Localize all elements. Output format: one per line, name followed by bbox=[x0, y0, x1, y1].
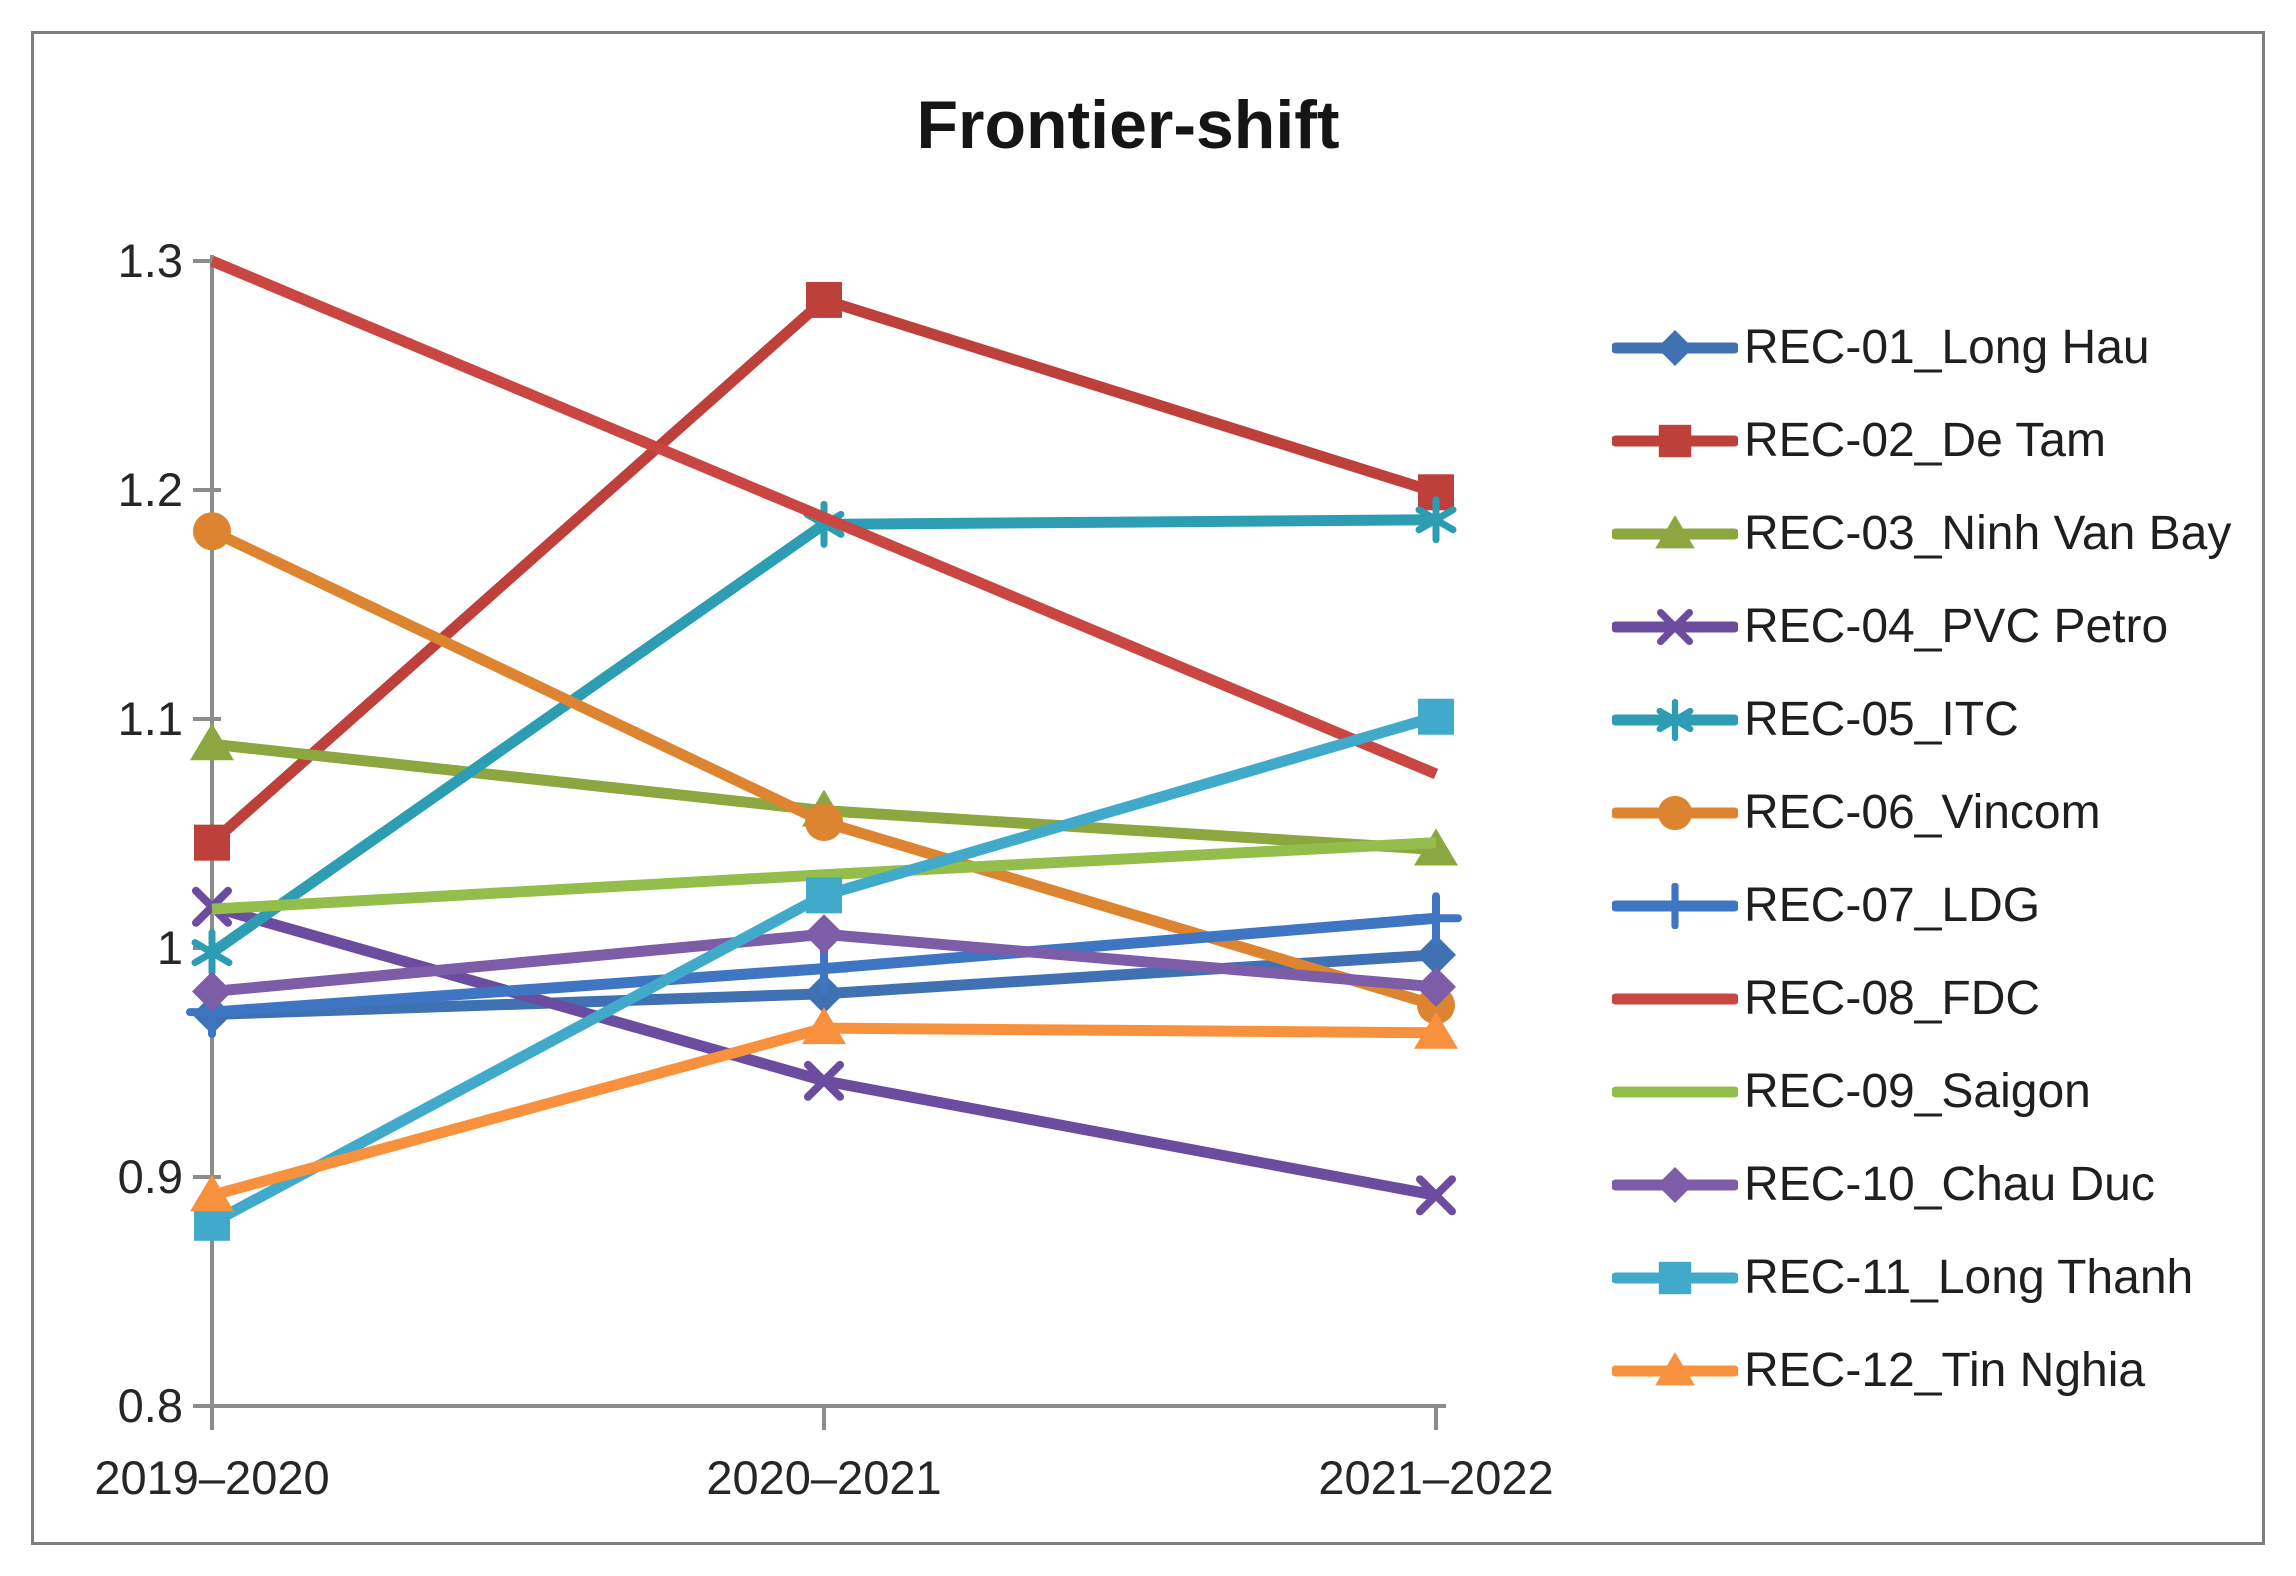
y-tick-label: 1.1 bbox=[117, 692, 183, 745]
chart-border-frame bbox=[31, 31, 2265, 1545]
legend-item: REC-09_Saigon bbox=[1612, 1045, 2231, 1138]
legend-label: REC-09_Saigon bbox=[1744, 1065, 2091, 1118]
legend-marker-x-icon bbox=[1612, 608, 1738, 645]
series-REC-12_Tin Nghia bbox=[190, 1007, 1458, 1212]
y-tick-label: 0.8 bbox=[117, 1379, 183, 1432]
legend-label: REC-07_LDG bbox=[1744, 879, 2041, 932]
legend-item: REC-12_Tin Nghia bbox=[1612, 1324, 2231, 1417]
legend-label: REC-11_Long Thanh bbox=[1744, 1251, 2194, 1304]
legend-item: REC-11_Long Thanh bbox=[1612, 1231, 2231, 1324]
legend-item: REC-08_FDC bbox=[1612, 952, 2231, 1045]
legend-label: REC-02_De Tam bbox=[1744, 414, 2106, 467]
y-tick-label: 1.2 bbox=[117, 463, 183, 516]
y-tick-label: 1 bbox=[156, 921, 183, 974]
legend-marker-triangle-icon bbox=[1612, 514, 1738, 548]
x-tick-label: 2021–2022 bbox=[1318, 1451, 1554, 1504]
legend-marker-diamond-icon bbox=[1612, 329, 1738, 366]
legend-label: REC-03_Ninh Van Bay bbox=[1744, 507, 2232, 560]
legend-label: REC-05_ITC bbox=[1744, 693, 2019, 746]
legend-label: REC-01_Long Hau bbox=[1744, 321, 2150, 374]
legend-label: REC-04_PVC Petro bbox=[1744, 600, 2169, 653]
legend-marker-plus-icon bbox=[1612, 882, 1738, 929]
legend-marker-triangle-icon bbox=[1612, 1351, 1738, 1385]
legend-label: REC-12_Tin Nghia bbox=[1744, 1344, 2146, 1397]
legend-label: REC-06_Vincom bbox=[1744, 786, 2101, 839]
chart-title: Frontier-shift bbox=[916, 87, 1340, 163]
legend-marker-asterisk-icon bbox=[1612, 698, 1738, 741]
legend-item: REC-01_Long Hau bbox=[1612, 301, 2231, 394]
legend-marker-none-icon bbox=[1612, 1086, 1738, 1097]
series-REC-02_De Tam bbox=[194, 281, 1454, 861]
legend-item: REC-07_LDG bbox=[1612, 859, 2231, 952]
legend-item: REC-02_De Tam bbox=[1612, 394, 2231, 487]
legend-marker-square-icon bbox=[1612, 1261, 1738, 1294]
x-tick-label: 2020–2021 bbox=[706, 1451, 942, 1504]
legend-marker-diamond-icon bbox=[1612, 1166, 1738, 1203]
legend-marker-circle-icon bbox=[1612, 795, 1738, 830]
legend-label: REC-08_FDC bbox=[1744, 972, 2041, 1025]
series-REC-03_Ninh Van Bay bbox=[190, 723, 1458, 866]
legend-item: REC-03_Ninh Van Bay bbox=[1612, 487, 2231, 580]
series-REC-09_Saigon bbox=[211, 837, 1437, 915]
y-tick-label: 0.9 bbox=[117, 1150, 183, 1203]
legend-label: REC-10_Chau Duc bbox=[1744, 1158, 2155, 1211]
series-REC-08_FDC bbox=[209, 255, 1439, 780]
legend-marker-none-icon bbox=[1612, 993, 1738, 1004]
legend-item: REC-05_ITC bbox=[1612, 673, 2231, 766]
legend-marker-square-icon bbox=[1612, 424, 1738, 457]
series-REC-10_Chau Duc bbox=[192, 914, 1456, 1012]
chart-legend: REC-01_Long Hau REC-02_De Tam REC-03_Ninh … bbox=[1612, 301, 2231, 1417]
series-REC-05_ITC bbox=[191, 496, 1457, 977]
legend-item: REC-06_Vincom bbox=[1612, 766, 2231, 859]
y-tick-label: 1.3 bbox=[117, 234, 183, 287]
x-tick-label: 2019–2020 bbox=[94, 1451, 330, 1504]
legend-item: REC-10_Chau Duc bbox=[1612, 1138, 2231, 1231]
legend-item: REC-04_PVC Petro bbox=[1612, 580, 2231, 673]
